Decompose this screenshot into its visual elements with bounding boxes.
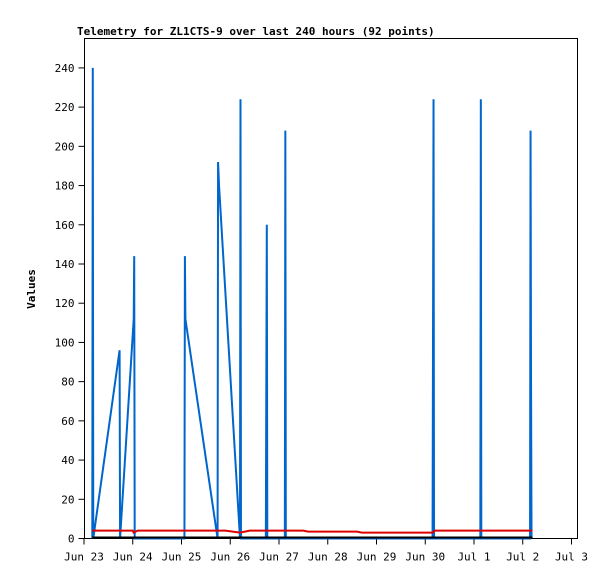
series-layer — [91, 67, 533, 540]
x-tick-label: Jul 2 — [506, 551, 539, 564]
y-tick-label: 120 — [55, 297, 75, 310]
y-tick-label: 100 — [55, 336, 75, 349]
y-tick-label: 220 — [55, 101, 75, 114]
y-tick-label: 0 — [68, 533, 75, 546]
x-axis: Jun 23 Jun 24 Jun 25 Jun 26 Jun 27 Jun 28 Jun … — [64, 538, 588, 564]
series-line-1 — [92, 529, 533, 534]
y-tick-label: 180 — [55, 180, 75, 193]
x-tick-label: Jun 30 — [405, 551, 445, 564]
y-tick-label: 160 — [55, 219, 75, 232]
y-tick-label: 200 — [55, 140, 75, 153]
x-tick-label: Jul 1 — [457, 551, 490, 564]
plot-frame — [84, 38, 578, 539]
y-tick-label: 80 — [61, 376, 74, 389]
x-tick-label: Jun 23 — [64, 551, 104, 564]
x-tick-label: Jun 29 — [357, 551, 397, 564]
y-tick-label: 140 — [55, 258, 75, 271]
y-tick-label: 240 — [55, 62, 75, 75]
y-axis: 0 20 40 60 80 100 120 140 160 180 200 220 240 — [55, 62, 85, 546]
x-tick-label: Jun 24 — [113, 551, 153, 564]
x-tick-label: Jun 28 — [308, 551, 348, 564]
y-tick-label: 20 — [61, 493, 74, 506]
x-tick-label: Jun 26 — [210, 551, 250, 564]
chart-title: Telemetry for ZL1CTS-9 over last 240 hou… — [77, 25, 435, 38]
x-tick-label: Jun 25 — [162, 551, 202, 564]
x-tick-label: Jul 3 — [555, 551, 588, 564]
y-axis-label: Values — [25, 269, 38, 309]
x-tick-label: Jun 27 — [259, 551, 299, 564]
y-tick-label: 60 — [61, 415, 74, 428]
y-tick-label: 40 — [61, 454, 74, 467]
